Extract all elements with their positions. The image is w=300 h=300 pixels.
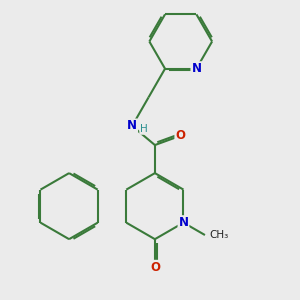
Text: N: N bbox=[178, 216, 188, 229]
Text: N: N bbox=[127, 119, 137, 132]
Text: O: O bbox=[175, 129, 185, 142]
Text: O: O bbox=[150, 261, 160, 274]
Text: H: H bbox=[140, 124, 148, 134]
Text: N: N bbox=[191, 62, 201, 75]
Text: CH₃: CH₃ bbox=[209, 230, 228, 240]
